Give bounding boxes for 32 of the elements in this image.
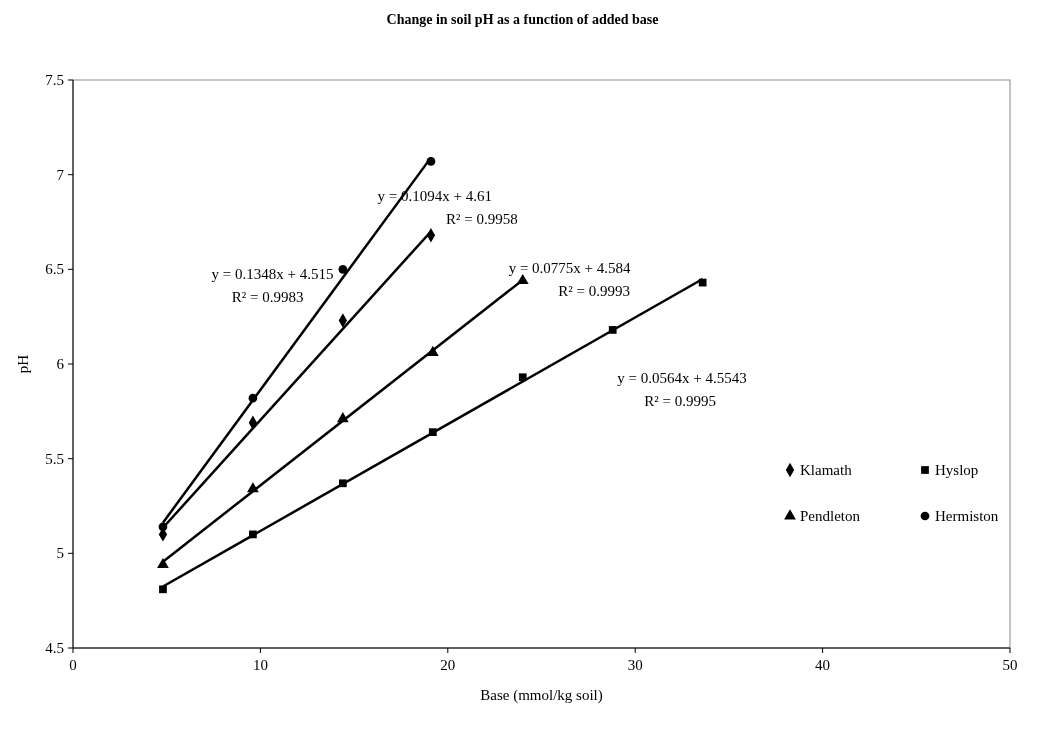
y-tick-label: 5.5 xyxy=(45,450,64,467)
x-tick-label: 0 xyxy=(69,657,77,673)
annotation: R² = 0.9993 xyxy=(558,282,631,299)
annotation: R² = 0.9995 xyxy=(644,392,717,409)
y-tick-label: 5 xyxy=(56,545,64,562)
y-tick-label: 6.5 xyxy=(45,261,64,278)
x-tick-label: 40 xyxy=(815,657,831,673)
annotation: R² = 0.9958 xyxy=(445,210,518,227)
legend-label: Pendleton xyxy=(800,508,861,524)
point xyxy=(159,585,167,594)
annotation: y = 0.1348x + 4.515 xyxy=(211,265,334,282)
x-tick-label: 50 xyxy=(1002,657,1018,673)
x-tick-label: 30 xyxy=(627,657,643,673)
point xyxy=(157,557,169,569)
annotation: R² = 0.9983 xyxy=(231,288,304,305)
point xyxy=(518,373,527,382)
y-tick-label: 7 xyxy=(56,166,65,183)
x-tick-label: 10 xyxy=(252,657,268,673)
legend-label: Hyslop xyxy=(935,462,979,478)
y-tick-label: 4.5 xyxy=(45,640,64,656)
legend-label: Klamath xyxy=(800,462,853,478)
x-axis-title: Base (mmol/kg soil) xyxy=(480,687,603,704)
annotation: y = 0.0775x + 4.584 xyxy=(508,260,632,277)
x-tick-label: 20 xyxy=(440,657,456,673)
annotation: y = 0.0564x + 4.5543 xyxy=(617,369,747,386)
y-axis-title: pH xyxy=(15,354,31,374)
chart-title: Change in soil pH as a function of added base xyxy=(386,12,659,27)
point xyxy=(338,264,348,274)
y-tick-label: 7.5 xyxy=(45,72,64,88)
y-tick-label: 6 xyxy=(56,356,65,372)
annotation: y = 0.1094x + 4.61 xyxy=(377,188,492,205)
legend-label: Hermiston xyxy=(935,508,999,524)
